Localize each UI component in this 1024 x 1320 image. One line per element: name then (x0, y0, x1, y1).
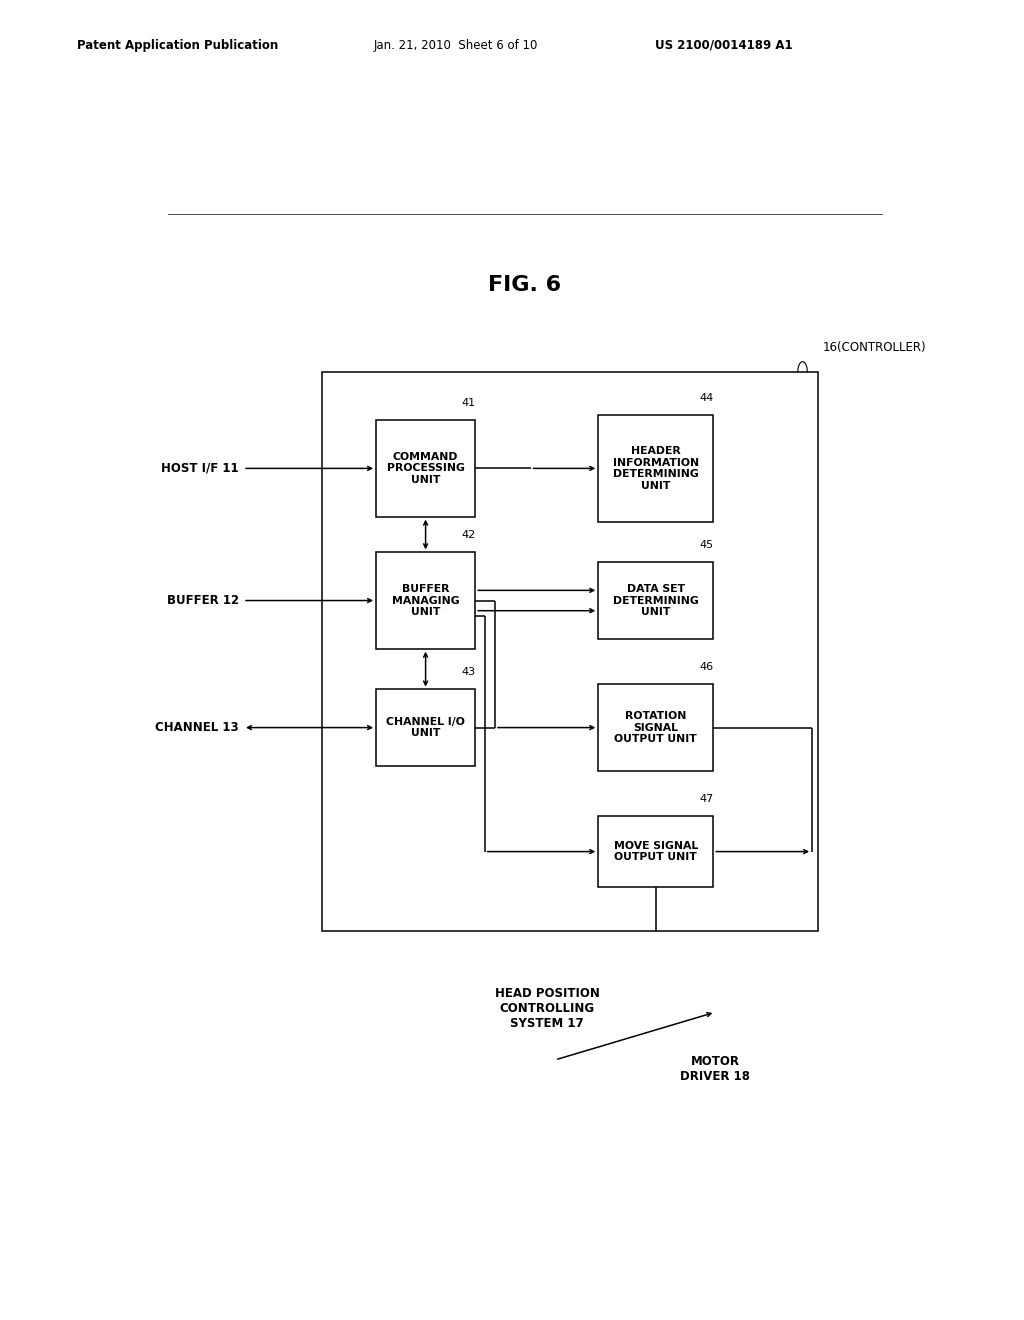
Text: CHANNEL 13: CHANNEL 13 (156, 721, 240, 734)
Text: 43: 43 (461, 668, 475, 677)
Bar (376, 552, 475, 649)
Text: CHANNEL I/O
UNIT: CHANNEL I/O UNIT (386, 717, 465, 738)
Text: FIG. 6: FIG. 6 (488, 276, 561, 296)
Text: US 2100/0014189 A1: US 2100/0014189 A1 (655, 38, 793, 51)
Text: Jan. 21, 2010  Sheet 6 of 10: Jan. 21, 2010 Sheet 6 of 10 (374, 38, 539, 51)
Text: BUFFER
MANAGING
UNIT: BUFFER MANAGING UNIT (392, 583, 460, 618)
Text: MOVE SIGNAL
OUTPUT UNIT: MOVE SIGNAL OUTPUT UNIT (613, 841, 698, 862)
Text: 44: 44 (699, 393, 714, 403)
Text: HOST I/F 11: HOST I/F 11 (162, 462, 240, 475)
Bar (598, 816, 714, 887)
Text: 42: 42 (461, 531, 475, 540)
Text: ROTATION
SIGNAL
OUTPUT UNIT: ROTATION SIGNAL OUTPUT UNIT (614, 711, 697, 744)
Bar (598, 414, 714, 521)
Bar (323, 372, 818, 931)
Bar (376, 420, 475, 516)
Bar (376, 689, 475, 766)
Text: 41: 41 (461, 397, 475, 408)
Text: Patent Application Publication: Patent Application Publication (77, 38, 279, 51)
Text: MOTOR
DRIVER 18: MOTOR DRIVER 18 (680, 1055, 751, 1082)
Bar (598, 684, 714, 771)
Text: 45: 45 (699, 540, 714, 550)
Text: COMMAND
PROCESSING
UNIT: COMMAND PROCESSING UNIT (387, 451, 465, 484)
Text: 16(CONTROLLER): 16(CONTROLLER) (822, 341, 926, 354)
Text: HEADER
INFORMATION
DETERMINING
UNIT: HEADER INFORMATION DETERMINING UNIT (612, 446, 698, 491)
Text: DATA SET
DETERMINING
UNIT: DATA SET DETERMINING UNIT (613, 583, 698, 618)
Text: 47: 47 (699, 793, 714, 804)
Text: BUFFER 12: BUFFER 12 (167, 594, 240, 607)
Text: 46: 46 (699, 663, 714, 672)
Bar (598, 562, 714, 639)
Text: HEAD POSITION
CONTROLLING
SYSTEM 17: HEAD POSITION CONTROLLING SYSTEM 17 (495, 987, 599, 1030)
